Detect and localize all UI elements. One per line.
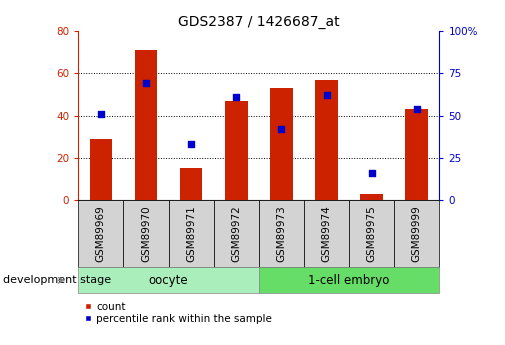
Text: GSM89973: GSM89973: [276, 205, 286, 262]
Point: [368, 170, 376, 176]
Point: [142, 81, 150, 86]
Text: GSM89972: GSM89972: [231, 205, 241, 262]
Point: [323, 92, 331, 98]
Text: GSM89970: GSM89970: [141, 205, 151, 262]
Bar: [315, 80, 338, 200]
Bar: [89, 139, 112, 200]
Legend: count, percentile rank within the sample: count, percentile rank within the sample: [83, 302, 272, 324]
Point: [413, 106, 421, 111]
Bar: [406, 109, 428, 200]
Text: oocyte: oocyte: [149, 274, 188, 287]
Bar: [225, 101, 247, 200]
Text: GSM89999: GSM89999: [412, 205, 422, 262]
Point: [97, 111, 105, 117]
Bar: [180, 168, 203, 200]
Point: [232, 94, 240, 100]
Text: GSM89971: GSM89971: [186, 205, 196, 262]
Bar: [361, 194, 383, 200]
Text: GSM89975: GSM89975: [367, 205, 377, 262]
Point: [277, 126, 285, 132]
Text: GSM89974: GSM89974: [322, 205, 331, 262]
Text: 1-cell embryo: 1-cell embryo: [309, 274, 390, 287]
Bar: [135, 50, 157, 200]
Bar: [270, 88, 293, 200]
Point: [187, 141, 195, 147]
Text: development stage: development stage: [3, 275, 111, 285]
Text: GSM89969: GSM89969: [96, 205, 106, 262]
Title: GDS2387 / 1426687_at: GDS2387 / 1426687_at: [178, 14, 340, 29]
